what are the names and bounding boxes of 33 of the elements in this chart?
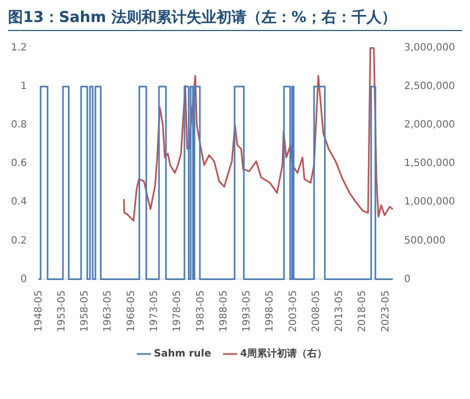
x-tick-label: 2023-05 [380, 290, 392, 332]
legend-label: Sahm rule [154, 348, 212, 360]
y-tick-label: 1 [20, 81, 27, 92]
y-tick-label: 0 [20, 274, 27, 285]
x-tick-label: 1968-05 [126, 290, 137, 332]
x-tick-label: 1963-05 [102, 290, 114, 332]
x-tick-label: 1983-05 [195, 290, 206, 332]
y2-tick-label: 1,000,000 [404, 196, 456, 208]
y2-tick-label: 2,500,000 [404, 81, 456, 92]
x-tick-label: 1953-05 [56, 290, 68, 332]
y-tick-label: 0.6 [10, 158, 27, 170]
y2-tick-label: 1,500,000 [404, 158, 456, 170]
x-tick-label: 1993-05 [242, 290, 253, 332]
y2-tick-label: 3,000,000 [404, 42, 456, 54]
y2-tick-label: 0 [404, 274, 410, 285]
chart-title: 图13：Sahm 法则和累计失业初请（左：%；右：千人） [8, 8, 462, 31]
y-tick-label: 0.2 [10, 235, 27, 246]
x-tick-label: 2003-05 [288, 290, 299, 332]
x-tick-label: 2008-05 [310, 290, 322, 332]
x-tick-label: 1958-05 [80, 290, 91, 332]
x-tick-label: 2018-05 [357, 290, 368, 332]
y2-tick-label: 500,000 [404, 235, 446, 246]
y-tick-label: 1.2 [10, 42, 27, 54]
x-tick-label: 1948-05 [33, 290, 44, 332]
x-tick-label: 1973-05 [148, 290, 160, 332]
x-tick-label: 1998-05 [264, 290, 276, 332]
y2-tick-label: 2,000,000 [404, 120, 456, 131]
x-tick-label: 2013-05 [334, 290, 346, 332]
y-tick-label: 0.8 [10, 120, 27, 131]
legend-label: 4周累计初请（右） [240, 348, 328, 360]
x-tick-label: 1988-05 [218, 290, 230, 332]
y-tick-label: 0.4 [10, 196, 27, 208]
x-tick-label: 1978-05 [172, 290, 184, 332]
